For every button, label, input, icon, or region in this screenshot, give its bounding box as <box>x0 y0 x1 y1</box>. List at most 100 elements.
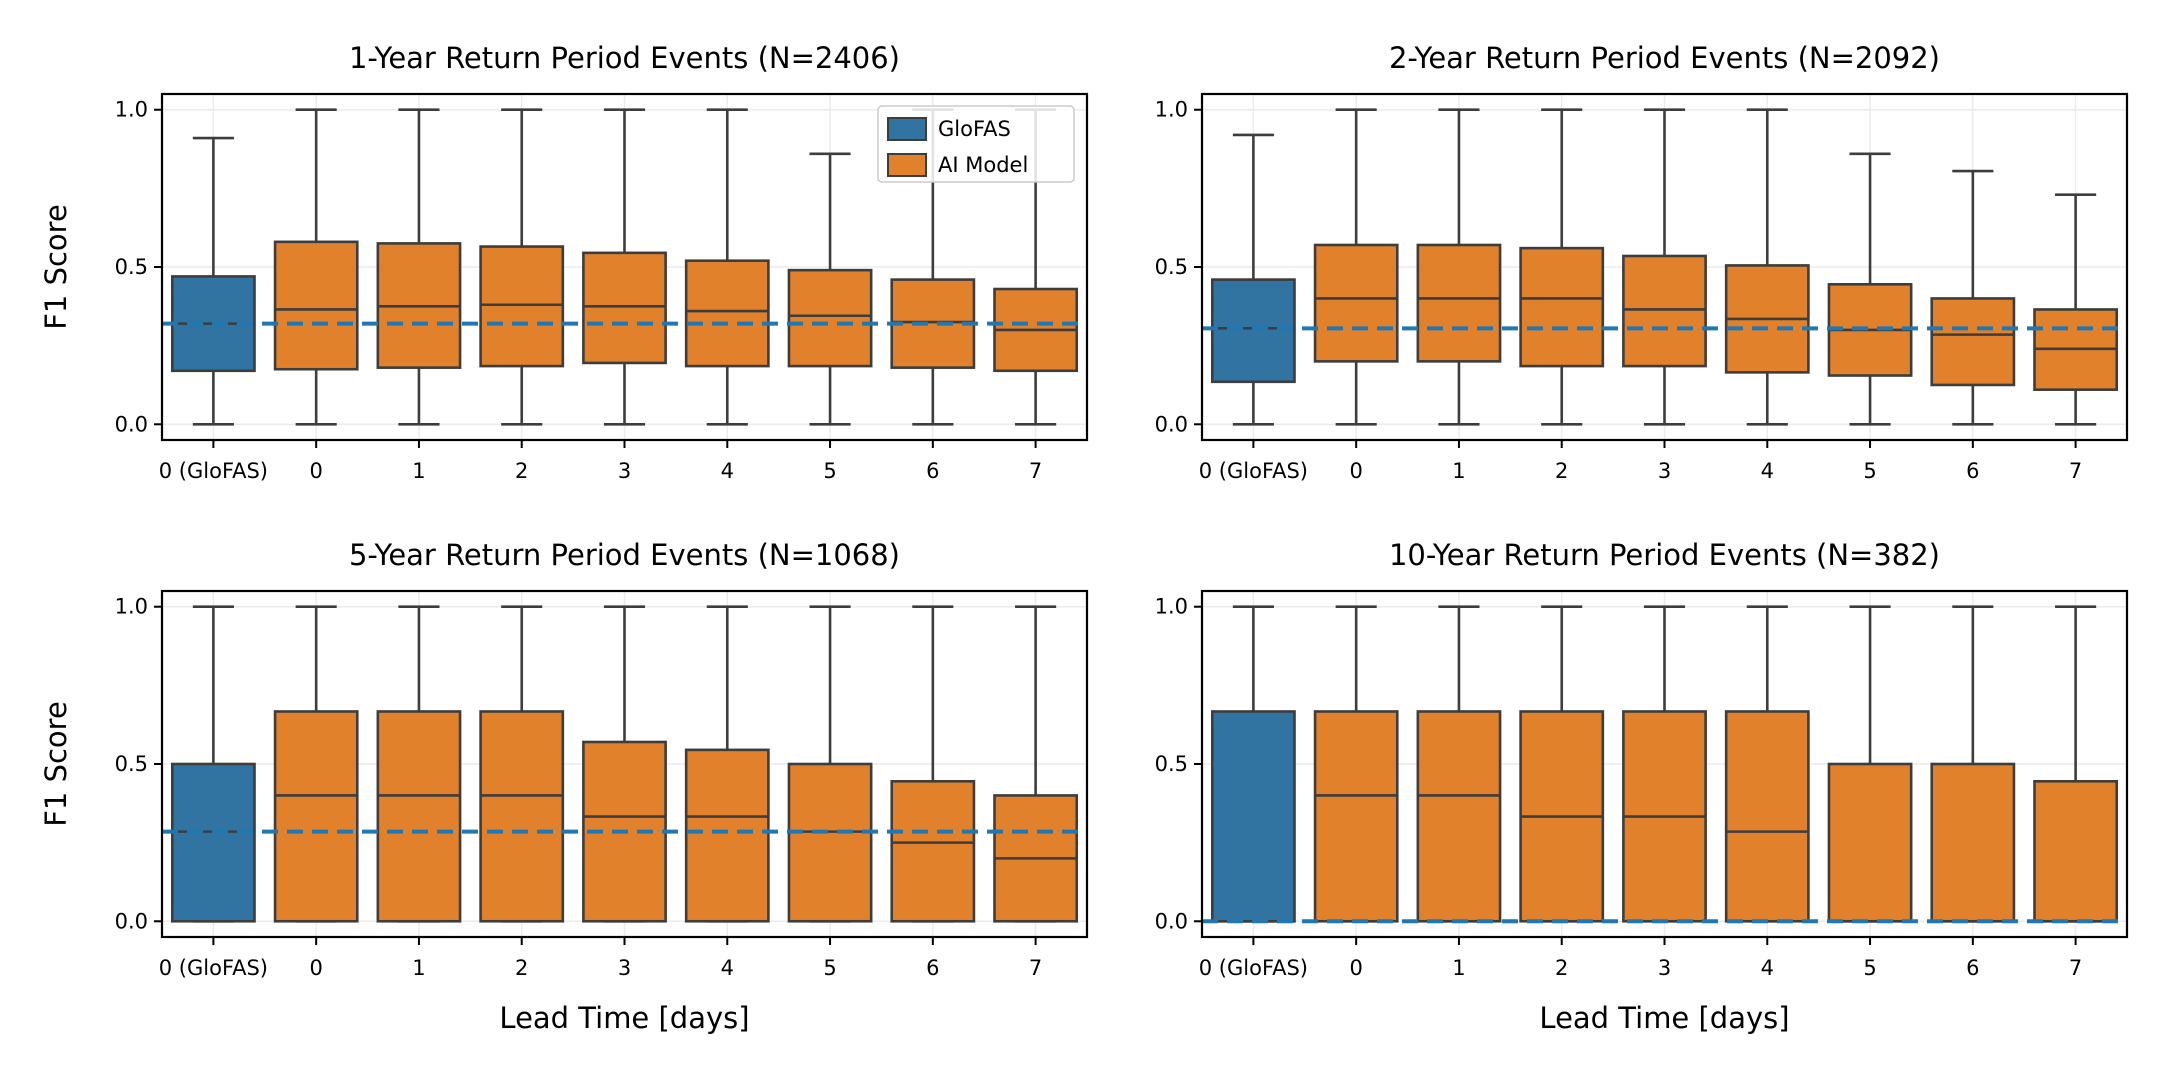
box-iqr <box>2033 779 2119 923</box>
chart-title: 5-Year Return Period Events (N=1068) <box>349 538 900 572</box>
box-iqr <box>273 710 359 923</box>
xtick-label: 7 <box>2069 956 2082 980</box>
xtick-label: 6 <box>1966 459 1979 483</box>
x-axis-label: Lead Time [days] <box>1539 1001 1789 1035</box>
xtick-label: 7 <box>1029 956 1042 980</box>
xtick-label: 5 <box>1863 956 1876 980</box>
xtick-label: 3 <box>618 956 631 980</box>
box-3 <box>479 108 565 426</box>
box-iqr <box>787 268 873 368</box>
box-iqr <box>1416 243 1502 363</box>
chart-title: 2-Year Return Period Events (N=2092) <box>1389 41 1940 75</box>
xtick-label: 2 <box>515 956 528 980</box>
box-4 <box>582 605 667 923</box>
xtick-label: 0 (GloFAS) <box>1199 956 1308 980</box>
xtick-label: 0 <box>309 956 322 980</box>
y-axis-label: F1 Score <box>39 701 73 827</box>
box-1 <box>273 108 359 426</box>
box-iqr <box>1724 710 1810 923</box>
xtick-label: 2 <box>1555 956 1568 980</box>
box-6 <box>1827 605 1913 923</box>
box-iqr <box>1313 243 1399 363</box>
chart-title: 10-Year Return Period Events (N=382) <box>1389 538 1940 572</box>
xtick-label: 3 <box>1658 459 1671 483</box>
ytick-label: 0.5 <box>1155 255 1188 279</box>
box-8 <box>993 108 1079 426</box>
box-6 <box>787 152 873 426</box>
box-iqr <box>170 762 256 923</box>
box-0 <box>1210 133 1296 426</box>
box-1 <box>273 605 359 923</box>
legend-swatch <box>887 153 927 177</box>
ytick-label: 0.0 <box>1155 412 1188 436</box>
box-iqr <box>890 278 976 369</box>
box-1 <box>1313 108 1399 426</box>
box-1 <box>1313 605 1399 923</box>
chart-panel-2: 0.0 0.5 1.0 0 (GloFAS) 0 1 2 3 4 5 6 7 2-Year Return… <box>1155 41 2129 483</box>
box-2 <box>1416 108 1502 426</box>
xtick-label: 7 <box>2069 459 2082 483</box>
xtick-label: 0 <box>1349 459 1362 483</box>
xtick-label: 5 <box>823 956 836 980</box>
box-iqr <box>1930 297 2016 387</box>
box-0 <box>170 605 256 923</box>
xtick-label: 5 <box>823 459 836 483</box>
xtick-label: 6 <box>926 459 939 483</box>
box-7 <box>1930 169 2016 426</box>
ytick-label: 1.0 <box>115 98 148 122</box>
box-4 <box>582 108 667 426</box>
box-iqr <box>1827 762 1913 923</box>
ytick-label: 1.0 <box>1155 98 1188 122</box>
box-iqr <box>273 240 359 371</box>
xtick-label: 0 <box>309 459 322 483</box>
box-6 <box>787 605 873 923</box>
box-iqr <box>787 762 873 923</box>
box-5 <box>684 605 770 923</box>
box-7 <box>890 605 976 923</box>
box-8 <box>2033 605 2119 923</box>
box-iqr <box>479 710 565 923</box>
xtick-label: 3 <box>1658 956 1671 980</box>
box-2 <box>1416 605 1502 923</box>
ytick-label: 0.0 <box>115 909 148 933</box>
chart-panel-3: 0.0 0.5 1.0 0 (GloFAS) 0 1 2 3 4 5 6 7 5-Year Return… <box>39 538 1089 1035</box>
xtick-label: 0 <box>1349 956 1362 980</box>
xtick-label: 4 <box>1761 459 1774 483</box>
box-5 <box>684 108 770 426</box>
xtick-label: 6 <box>926 956 939 980</box>
box-8 <box>2033 193 2119 426</box>
box-3 <box>479 605 565 923</box>
box-iqr <box>1210 710 1296 923</box>
ytick-label: 0.0 <box>115 412 148 436</box>
xtick-label: 2 <box>1555 459 1568 483</box>
chart-title: 1-Year Return Period Events (N=2406) <box>349 41 900 75</box>
xtick-label: 4 <box>1761 956 1774 980</box>
xtick-label: 6 <box>1966 956 1979 980</box>
box-iqr <box>1930 762 2016 923</box>
xtick-label: 0 (GloFAS) <box>1199 459 1308 483</box>
box-iqr <box>1313 710 1399 923</box>
xtick-label: 0 (GloFAS) <box>159 459 268 483</box>
box-6 <box>1827 152 1913 426</box>
box-iqr <box>479 245 565 368</box>
xtick-label: 5 <box>1863 459 1876 483</box>
chart-panel-4: 0.0 0.5 1.0 0 (GloFAS) 0 1 2 3 4 5 6 7 10-Year Retur… <box>1155 538 2129 1035</box>
box-7 <box>890 108 976 426</box>
legend-label: AI Model <box>938 153 1028 177</box>
xtick-label: 3 <box>618 459 631 483</box>
chart-panel-1: 0.0 0.5 1.0 0 (GloFAS) 0 1 2 3 4 5 6 7 1-Year Return… <box>39 41 1089 483</box>
ytick-label: 0.5 <box>1155 752 1188 776</box>
box-8 <box>993 605 1079 923</box>
xtick-label: 7 <box>1029 459 1042 483</box>
xtick-label: 4 <box>721 956 734 980</box>
legend-swatch <box>887 117 927 141</box>
ytick-label: 1.0 <box>1155 595 1188 619</box>
xtick-label: 1 <box>1452 459 1465 483</box>
xtick-label: 1 <box>412 459 425 483</box>
box-5 <box>1724 605 1810 923</box>
box-iqr <box>1622 254 1707 368</box>
box-0 <box>1210 605 1296 923</box>
y-axis-label: F1 Score <box>39 204 73 330</box>
ytick-label: 1.0 <box>115 595 148 619</box>
